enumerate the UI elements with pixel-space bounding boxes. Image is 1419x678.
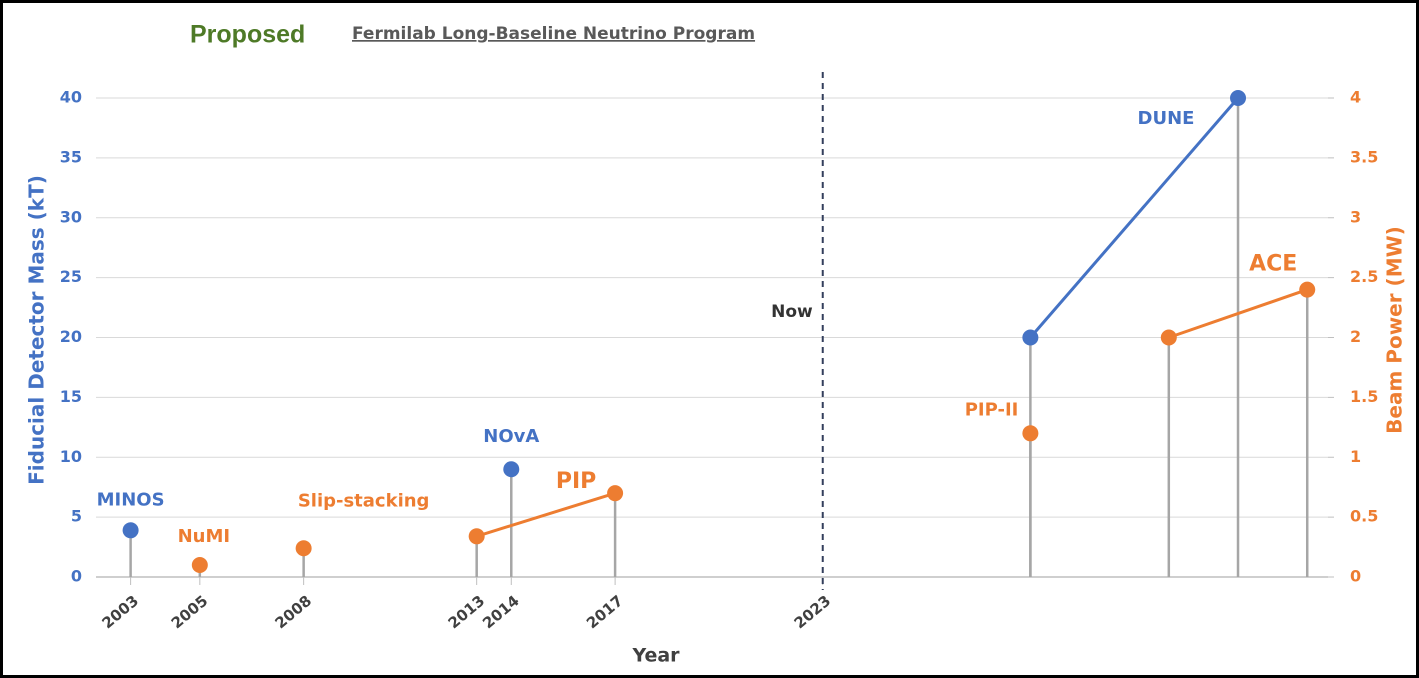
y-tick-label: 25 (60, 267, 82, 286)
point (1022, 329, 1039, 346)
point (468, 528, 485, 545)
point (607, 485, 624, 502)
y-tick-label: 10 (60, 447, 82, 466)
y-tick-label: 40 (60, 88, 82, 107)
link-line (1029, 97, 1240, 339)
y-tick-label: 35 (60, 147, 82, 166)
point-label: DUNE (1138, 108, 1195, 129)
y-tick-label: 5 (71, 507, 82, 526)
link-line (476, 491, 616, 538)
y2-tick-label: 2.5 (1350, 267, 1378, 286)
y-tick-label: 0 (71, 567, 82, 586)
y2-tick-label: 1 (1350, 447, 1361, 466)
point (295, 540, 312, 557)
y2-tick-label: 3 (1350, 207, 1361, 226)
link-line (1168, 288, 1308, 339)
point-label: ACE (1249, 252, 1297, 277)
chart-title: Proposed (190, 21, 305, 49)
y2-tick-label: 1.5 (1350, 387, 1378, 406)
y-tick-label: 30 (60, 207, 82, 226)
point (1022, 425, 1039, 442)
chart-subtitle: Fermilab Long-Baseline Neutrino Program (352, 24, 755, 44)
y2-tick-label: 4 (1350, 88, 1361, 107)
point-label: MINOS (97, 489, 165, 510)
y-tick-label: 15 (60, 387, 82, 406)
point-label: NOvA (483, 426, 539, 447)
x-axis-label: Year (631, 645, 680, 667)
point (1299, 281, 1316, 298)
point (1160, 329, 1177, 346)
point-label: PIP-II (965, 399, 1019, 420)
point-label: PIP (556, 469, 596, 494)
point (122, 522, 139, 539)
now-label: Now (771, 302, 813, 322)
point (503, 461, 520, 478)
point-label: NuMI (178, 526, 231, 547)
point (191, 557, 208, 574)
point (1230, 90, 1247, 106)
y2-tick-label: 3.5 (1350, 147, 1378, 166)
y2-axis-label: Beam Power (MW) (1383, 226, 1407, 434)
y2-tick-label: 0.5 (1350, 507, 1378, 526)
y2-tick-label: 2 (1350, 327, 1361, 346)
point-label: Slip-stacking (298, 490, 430, 511)
y-tick-label: 20 (60, 327, 82, 346)
y2-tick-label: 0 (1350, 567, 1361, 586)
y-axis-label: Fiducial Detector Mass (kT) (25, 175, 49, 485)
